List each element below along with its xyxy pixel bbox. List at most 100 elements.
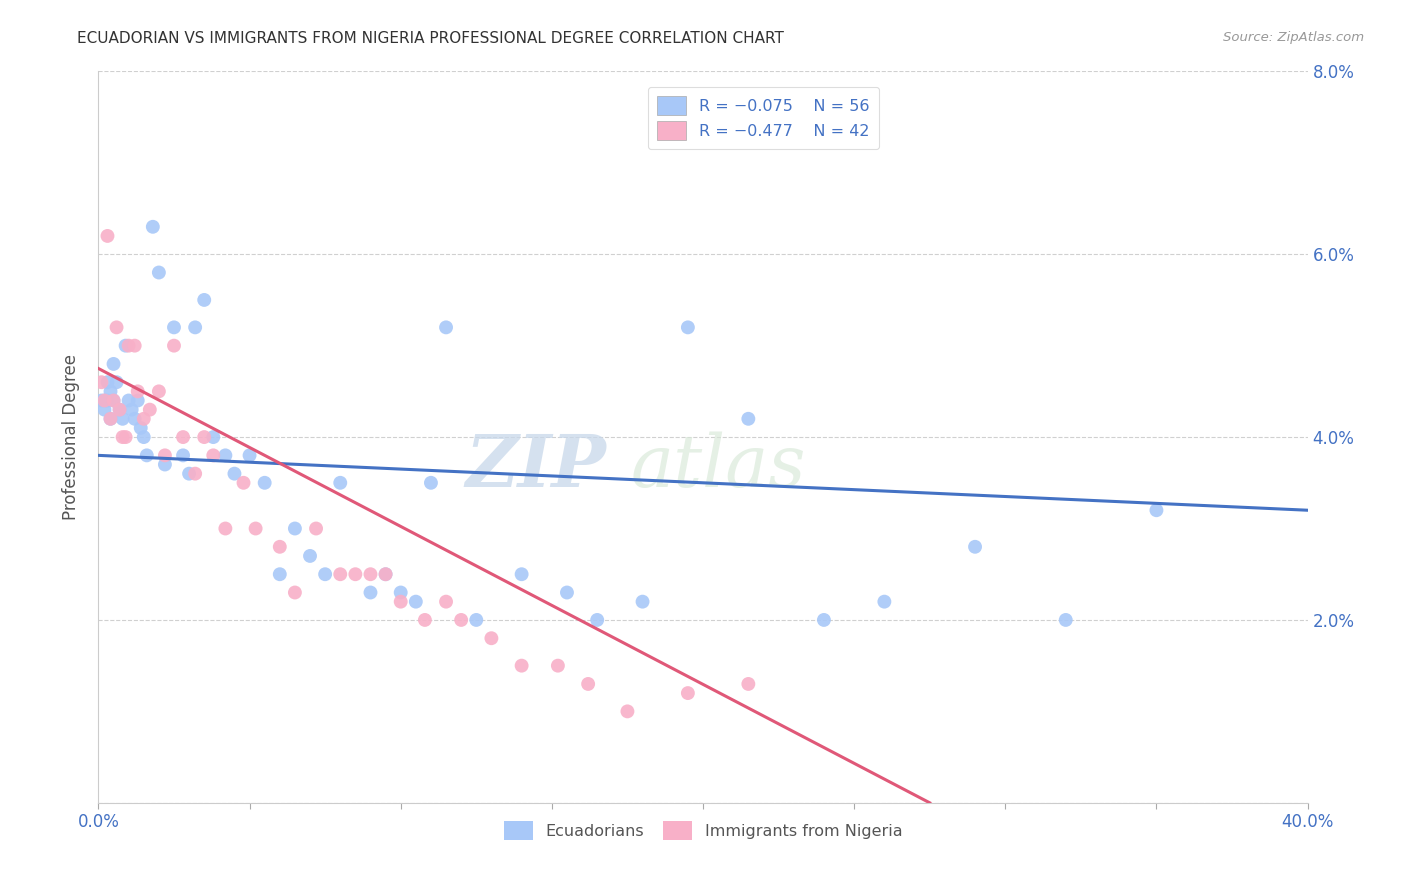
Text: ECUADORIAN VS IMMIGRANTS FROM NIGERIA PROFESSIONAL DEGREE CORRELATION CHART: ECUADORIAN VS IMMIGRANTS FROM NIGERIA PR…: [77, 31, 785, 46]
Point: [737, 677, 759, 691]
Point: [224, 467, 246, 481]
Point: [148, 384, 170, 399]
Point: [214, 449, 236, 463]
Y-axis label: Professional Degree: Professional Degree: [62, 354, 80, 520]
Point: [284, 521, 307, 535]
Point: [413, 613, 436, 627]
Point: [434, 595, 457, 609]
Point: [135, 449, 157, 463]
Point: [108, 402, 131, 417]
Point: [121, 402, 143, 417]
Point: [374, 567, 396, 582]
Legend: Ecuadorians, Immigrants from Nigeria: Ecuadorians, Immigrants from Nigeria: [498, 814, 908, 846]
Point: [124, 338, 146, 352]
Text: atlas: atlas: [630, 431, 806, 501]
Point: [434, 320, 457, 334]
Point: [616, 705, 638, 719]
Point: [305, 521, 328, 535]
Point: [90, 393, 112, 408]
Point: [269, 567, 291, 582]
Point: [389, 585, 412, 599]
Point: [631, 595, 654, 609]
Point: [965, 540, 987, 554]
Point: [96, 229, 118, 244]
Point: [139, 402, 162, 417]
Point: [214, 521, 236, 535]
Point: [232, 475, 254, 490]
Point: [314, 567, 336, 582]
Point: [100, 384, 122, 399]
Point: [96, 393, 118, 408]
Point: [179, 467, 201, 481]
Point: [93, 393, 115, 408]
Text: ZIP: ZIP: [465, 431, 606, 502]
Point: [111, 412, 134, 426]
Point: [118, 393, 141, 408]
Point: [103, 393, 125, 408]
Point: [374, 567, 396, 582]
Point: [547, 658, 569, 673]
Point: [114, 430, 136, 444]
Point: [360, 585, 382, 599]
Point: [405, 595, 427, 609]
Point: [269, 540, 291, 554]
Point: [202, 430, 225, 444]
Point: [465, 613, 488, 627]
Point: [127, 384, 149, 399]
Point: [676, 320, 699, 334]
Point: [737, 412, 759, 426]
Point: [163, 320, 186, 334]
Point: [124, 412, 146, 426]
Point: [1144, 503, 1167, 517]
Point: [148, 266, 170, 280]
Point: [153, 458, 176, 472]
Point: [108, 402, 131, 417]
Point: [132, 412, 155, 426]
Point: [103, 357, 125, 371]
Point: [450, 613, 472, 627]
Text: Source: ZipAtlas.com: Source: ZipAtlas.com: [1223, 31, 1364, 45]
Point: [420, 475, 443, 490]
Point: [184, 320, 207, 334]
Point: [329, 567, 352, 582]
Point: [239, 449, 262, 463]
Point: [202, 449, 225, 463]
Point: [193, 430, 215, 444]
Point: [100, 412, 122, 426]
Point: [129, 421, 152, 435]
Point: [163, 338, 186, 352]
Point: [576, 677, 599, 691]
Point: [253, 475, 276, 490]
Point: [127, 393, 149, 408]
Point: [360, 567, 382, 582]
Point: [813, 613, 835, 627]
Point: [105, 320, 128, 334]
Point: [172, 449, 194, 463]
Point: [245, 521, 267, 535]
Point: [93, 402, 115, 417]
Point: [299, 549, 322, 563]
Point: [389, 595, 412, 609]
Point: [114, 338, 136, 352]
Point: [184, 467, 207, 481]
Point: [510, 658, 533, 673]
Point: [142, 219, 165, 234]
Point: [284, 585, 307, 599]
Point: [153, 449, 176, 463]
Point: [132, 430, 155, 444]
Point: [481, 632, 503, 646]
Point: [100, 412, 122, 426]
Point: [555, 585, 578, 599]
Point: [103, 393, 125, 408]
Point: [676, 686, 699, 700]
Point: [344, 567, 367, 582]
Point: [90, 376, 112, 390]
Point: [111, 430, 134, 444]
Point: [510, 567, 533, 582]
Point: [93, 393, 115, 408]
Point: [96, 376, 118, 390]
Point: [1054, 613, 1077, 627]
Point: [172, 430, 194, 444]
Point: [329, 475, 352, 490]
Point: [118, 338, 141, 352]
